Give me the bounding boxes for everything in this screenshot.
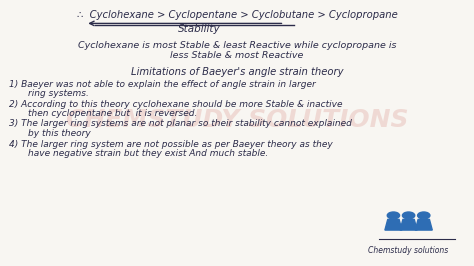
Polygon shape [385, 219, 402, 230]
Text: 1) Baeyer was not able to explain the effect of angle strain in larger: 1) Baeyer was not able to explain the ef… [9, 80, 316, 89]
Text: ring systems.: ring systems. [28, 89, 89, 98]
Circle shape [387, 212, 400, 219]
Circle shape [402, 212, 415, 219]
Text: Cyclohexane is most Stable & least Reactive while cyclopropane is: Cyclohexane is most Stable & least React… [78, 41, 396, 50]
Text: less Stable & most Reactive: less Stable & most Reactive [170, 51, 304, 60]
Text: ∴  Cyclohexane > Cyclopentane > Cyclobutane > Cyclopropane: ∴ Cyclohexane > Cyclopentane > Cyclobuta… [77, 10, 397, 20]
Text: 2) According to this theory cyclohexane should be more Stable & inactive: 2) According to this theory cyclohexane … [9, 100, 343, 109]
Text: by this theory: by this theory [28, 128, 91, 138]
Text: 4) The larger ring system are not possible as per Baeyer theory as they: 4) The larger ring system are not possib… [9, 140, 333, 149]
Circle shape [418, 212, 430, 219]
Polygon shape [400, 219, 417, 230]
Text: Stability: Stability [178, 24, 220, 34]
Text: then cyclopentane but  it is reversed.: then cyclopentane but it is reversed. [28, 109, 198, 118]
Text: Limitations of Baeyer's angle strain theory: Limitations of Baeyer's angle strain the… [131, 67, 343, 77]
Text: CHEMSTUDY SOLUTIONS: CHEMSTUDY SOLUTIONS [66, 108, 408, 132]
Text: 3) The larger ring systems are not planar so their stability cannot explained: 3) The larger ring systems are not plana… [9, 119, 352, 128]
Polygon shape [415, 219, 432, 230]
Text: have negative strain but they exist And much stable.: have negative strain but they exist And … [28, 149, 269, 158]
Text: Chemstudy solutions: Chemstudy solutions [368, 246, 449, 255]
